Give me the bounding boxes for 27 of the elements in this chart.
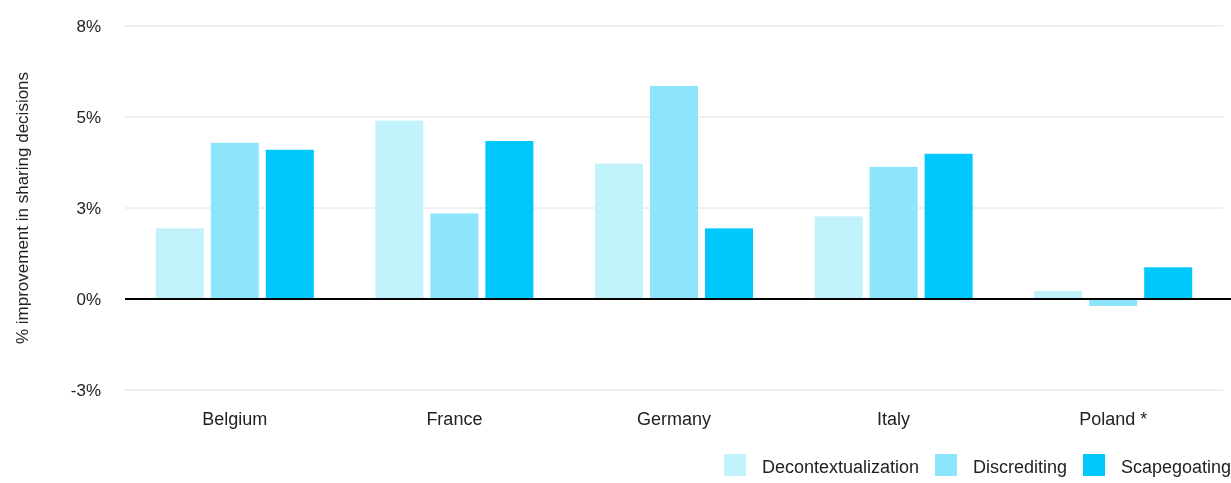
legend-label: Scapegoating xyxy=(1121,457,1231,477)
bar xyxy=(650,86,698,299)
y-axis-title: % improvement in sharing decisions xyxy=(13,71,32,345)
bar xyxy=(265,149,314,299)
bar xyxy=(155,228,204,299)
bar xyxy=(1144,267,1193,299)
x-tick-label: Poland * xyxy=(1079,409,1148,429)
y-tick-label: 0% xyxy=(76,289,101,309)
bar xyxy=(595,163,643,299)
bar xyxy=(210,142,259,299)
x-tick-label: Italy xyxy=(877,409,911,429)
bar xyxy=(375,120,424,299)
bar xyxy=(430,213,479,299)
bar xyxy=(814,216,863,299)
bar xyxy=(705,228,753,299)
y-tick-label: -3% xyxy=(70,380,101,400)
bar xyxy=(869,166,918,299)
bar xyxy=(924,153,973,299)
y-tick-label: 8% xyxy=(76,16,101,36)
y-tick-label: 5% xyxy=(76,107,101,127)
y-tick-label: 3% xyxy=(76,198,101,218)
x-tick-label: Belgium xyxy=(202,409,268,429)
x-tick-label: France xyxy=(426,409,483,429)
x-tick-label: Germany xyxy=(636,409,712,429)
legend-label: Decontextualization xyxy=(762,457,920,477)
bar xyxy=(485,141,534,299)
legend-label: Discrediting xyxy=(973,457,1068,477)
